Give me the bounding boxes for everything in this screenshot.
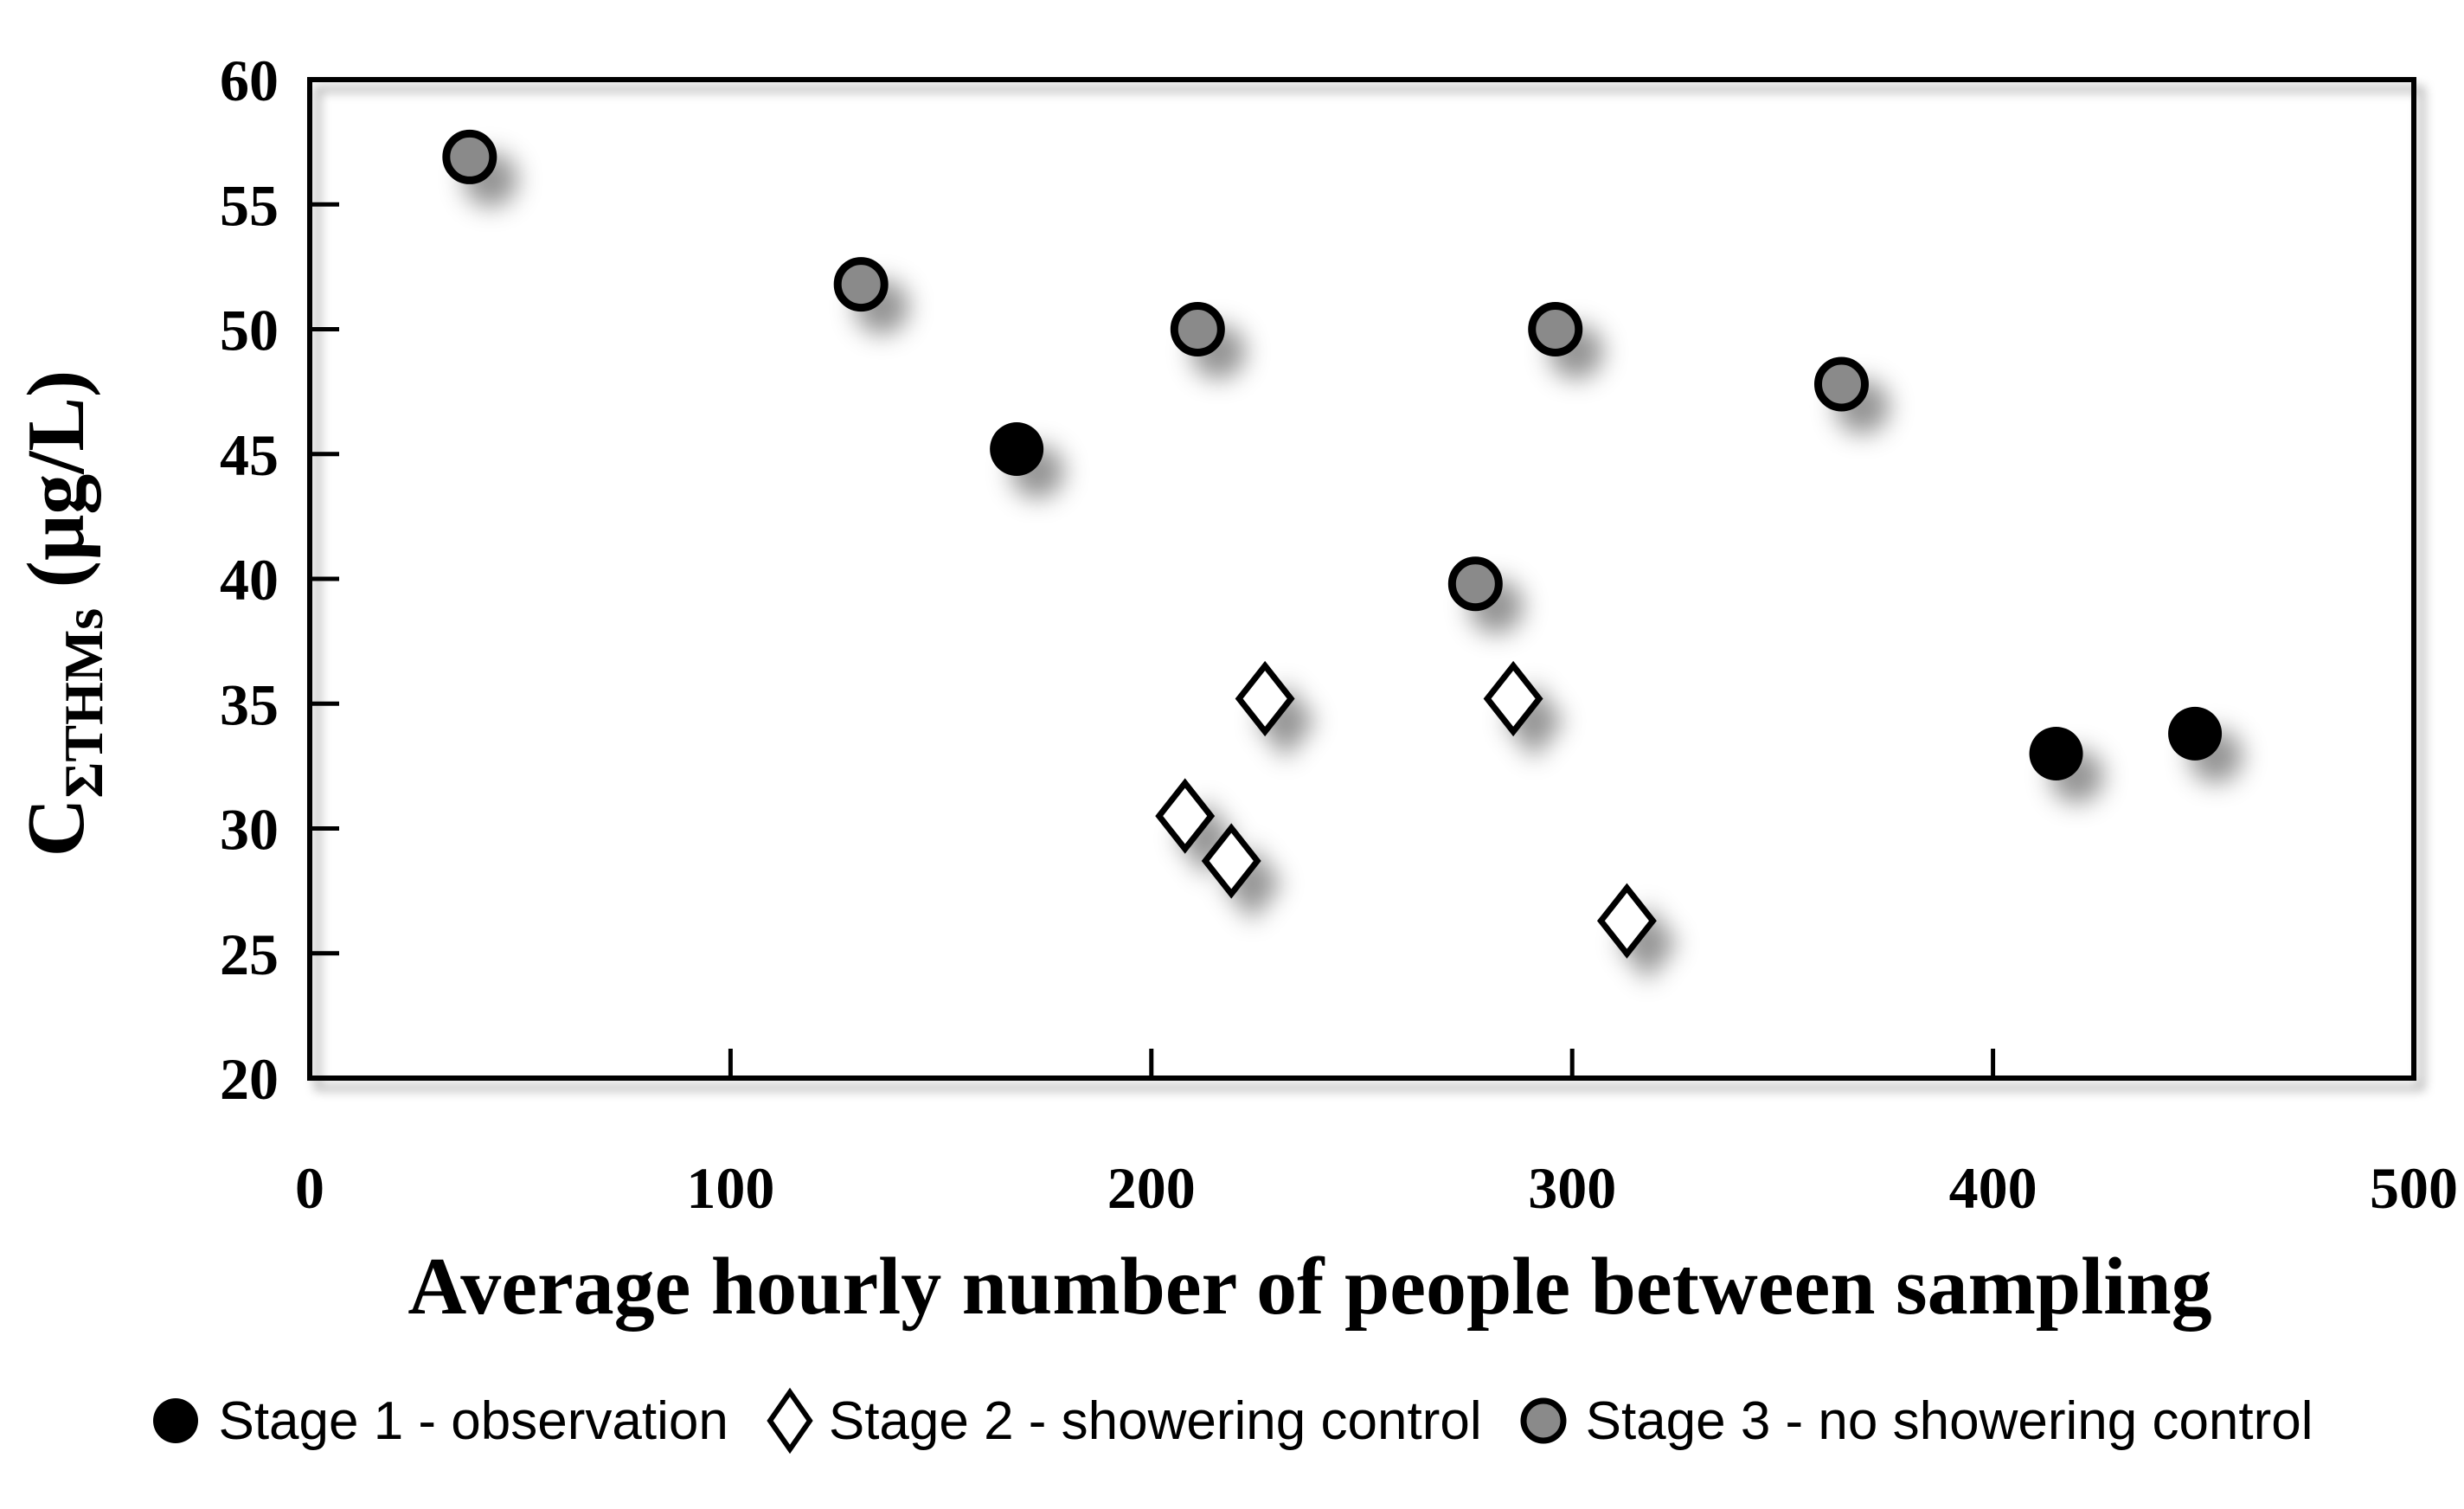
legend-item-stage2: Stage 2 - showering control bbox=[765, 1387, 1482, 1454]
y-axis-title-unit: (μg/L) bbox=[11, 370, 101, 608]
y-tick-label-20: 20 bbox=[220, 1046, 279, 1112]
data-point-stage2-2 bbox=[1155, 778, 1216, 854]
y-tick-label-60: 60 bbox=[220, 48, 279, 113]
data-point-stage3-0 bbox=[442, 129, 497, 184]
y-tick-label-25: 25 bbox=[220, 921, 279, 987]
x-axis-title: Average hourly number of people between … bbox=[407, 1242, 2211, 1332]
series-2-markers bbox=[1155, 660, 1657, 959]
x-tick-label-300: 300 bbox=[1528, 1155, 1616, 1221]
y-tick-label-55: 55 bbox=[220, 172, 279, 238]
stage2-diamond-icon bbox=[767, 1387, 813, 1454]
y-tick-label-45: 45 bbox=[220, 422, 279, 488]
x-tick-label-200: 200 bbox=[1107, 1155, 1196, 1221]
data-point-stage3-4 bbox=[1813, 356, 1869, 412]
y-axis-title-subscript: ΣTHMs bbox=[53, 608, 114, 799]
data-point-stage3-1 bbox=[833, 257, 889, 312]
data-point-stage3-2 bbox=[1170, 302, 1225, 356]
y-tick-label-35: 35 bbox=[220, 671, 279, 737]
x-tick-label-0: 0 bbox=[295, 1155, 324, 1221]
x-tick-label-400: 400 bbox=[1949, 1155, 2037, 1221]
x-tick-label-500: 500 bbox=[2370, 1155, 2458, 1221]
series-1-markers bbox=[990, 421, 2223, 780]
data-point-stage3-3 bbox=[1528, 302, 1583, 356]
data-point-stage3-5 bbox=[1447, 556, 1503, 612]
legend-label-stage3: Stage 3 - no showering control bbox=[1585, 1390, 2313, 1451]
y-tick-label-50: 50 bbox=[220, 298, 279, 363]
y-tick-label-30: 30 bbox=[220, 797, 279, 863]
data-point-stage2-3 bbox=[1201, 823, 1261, 899]
series-3-markers bbox=[442, 129, 1869, 612]
legend-label-stage2: Stage 2 - showering control bbox=[828, 1390, 1482, 1451]
data-point-stage2-4 bbox=[1596, 883, 1657, 959]
y-tick-label-40: 40 bbox=[220, 547, 279, 613]
data-point-stage1-0 bbox=[990, 421, 1044, 476]
y-axis-title-base: C bbox=[11, 798, 101, 857]
data-point-stage1-2 bbox=[2168, 706, 2223, 761]
y-axis-title: CΣTHMs (μg/L) bbox=[11, 370, 114, 857]
plot-frame bbox=[307, 77, 2416, 1081]
legend-item-stage3: Stage 3 - no showering control bbox=[1518, 1390, 2313, 1452]
data-point-stage1-1 bbox=[2029, 726, 2083, 780]
x-tick-label-100: 100 bbox=[686, 1155, 774, 1221]
legend-item-stage1: Stage 1 - observation bbox=[151, 1390, 728, 1452]
data-point-stage2-1 bbox=[1483, 660, 1543, 737]
data-point-stage2-0 bbox=[1235, 660, 1295, 737]
stage3-circle-icon bbox=[1520, 1397, 1567, 1444]
legend-label-stage1: Stage 1 - observation bbox=[218, 1390, 728, 1451]
stage1-circle-icon bbox=[153, 1398, 199, 1443]
chart-legend: Stage 1 - observation Stage 2 - showerin… bbox=[0, 1360, 2464, 1481]
